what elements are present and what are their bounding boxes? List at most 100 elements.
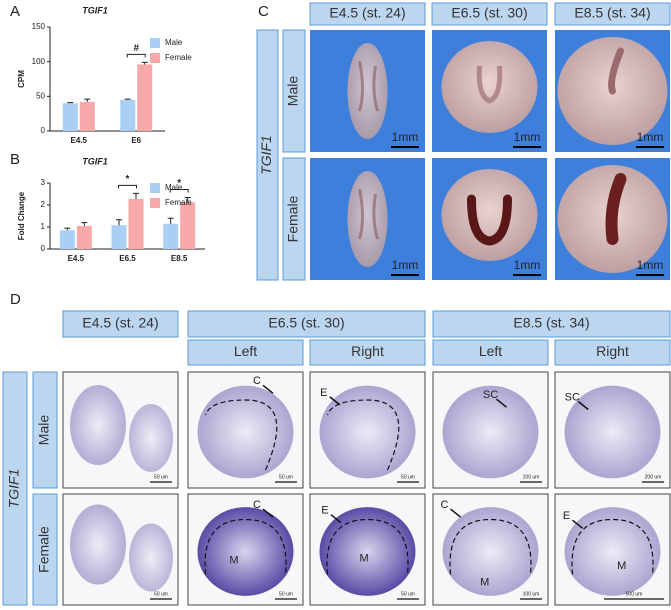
scale-bar-label: 50 um — [401, 591, 415, 597]
x-tick-label: E6.5 — [119, 254, 136, 263]
annotation-label: C — [253, 499, 261, 511]
error-bar — [124, 98, 131, 100]
bar — [59, 230, 75, 249]
annotation-label: M — [229, 555, 238, 567]
side-header: Left — [479, 343, 502, 359]
x-tick-label: E4.5 — [68, 254, 85, 263]
x-tick-label: E6 — [131, 136, 141, 145]
y-tick-label: 0 — [41, 244, 46, 253]
legend-label: Female — [165, 53, 192, 62]
row-header-box — [282, 157, 306, 281]
section-tissue — [564, 507, 661, 596]
significance-bracket — [118, 184, 137, 189]
y-tick-label: 0 — [41, 126, 46, 135]
scale-bar-label: 50 um — [401, 474, 415, 480]
row-header: Female — [285, 195, 301, 242]
panel-letter: C — [258, 3, 269, 20]
y-tick-label: 3 — [41, 178, 46, 187]
bar — [62, 103, 78, 131]
x-tick-label: E4.5 — [71, 136, 88, 145]
annotation-label: E — [563, 510, 570, 522]
annotation-arrow — [572, 519, 583, 529]
stage-header: E4.5 (st. 24) — [82, 315, 158, 331]
row-header: Male — [285, 76, 301, 107]
side-header: Right — [596, 343, 629, 359]
column-header: E6.5 (st. 30) — [451, 5, 527, 21]
panel-letter: A — [10, 3, 20, 20]
y-axis-label: Fold Change — [17, 191, 26, 240]
scale-bar-label: 200 um — [645, 474, 662, 480]
x-tick-label: E8.5 — [171, 254, 188, 263]
side-header: Left — [234, 343, 257, 359]
scale-bar-label: 1mm — [392, 258, 419, 272]
legend-label: Female — [165, 198, 192, 207]
annotation-arrow — [329, 396, 341, 406]
column-header-box — [309, 2, 426, 26]
section-tissue — [129, 404, 173, 472]
tissue — [441, 41, 538, 133]
scale-bar-label: 1mm — [514, 130, 541, 144]
significance-bracket — [169, 189, 189, 193]
tissue-detail — [608, 47, 624, 95]
scale-bar-label: 1mm — [637, 258, 664, 272]
annotation-label: C — [253, 375, 261, 387]
stage-header: E6.5 (st. 30) — [268, 315, 344, 331]
annotation-label: M — [480, 577, 489, 589]
scale-bar-label: 50 um — [279, 474, 293, 480]
boundary — [326, 399, 400, 471]
annotation-label: SC — [483, 389, 498, 401]
row-header-box — [32, 493, 58, 606]
legend-swatch — [150, 183, 160, 193]
side-header-box — [554, 339, 671, 366]
chart-title: TGIF1 — [82, 156, 108, 166]
stage-header-box — [432, 310, 671, 338]
y-tick-label: 2 — [41, 200, 46, 209]
error-bar — [167, 217, 174, 224]
section-tissue — [442, 507, 539, 596]
panel-letter: D — [10, 291, 21, 308]
error-bar — [116, 219, 122, 226]
stage-header: E8.5 (st. 34) — [513, 315, 589, 331]
stage-header-box — [187, 310, 426, 338]
side-header-box — [187, 339, 304, 366]
column-header-box — [554, 2, 671, 26]
tissue-detail — [476, 65, 503, 104]
y-tick-label: 150 — [32, 22, 46, 31]
side-header-box — [432, 339, 549, 366]
scale-bar-label: 50 um — [154, 474, 168, 480]
bar — [163, 223, 179, 249]
scale-bar-label: 100 um — [523, 591, 540, 597]
boundary — [571, 518, 654, 575]
annotation-label: E — [321, 505, 328, 517]
legend-swatch — [150, 53, 160, 63]
column-header: E4.5 (st. 24) — [329, 5, 405, 21]
boundary — [326, 518, 409, 575]
tissue — [347, 43, 388, 139]
gene-label: TGIF1 — [258, 135, 274, 175]
tissue-detail — [467, 194, 512, 246]
scale-bar-label: 50 um — [279, 591, 293, 597]
row-header-box — [282, 29, 306, 153]
y-tick-label: 100 — [32, 57, 46, 66]
significance-bracket — [126, 53, 146, 58]
bar — [137, 64, 153, 131]
stage-header-box — [62, 310, 179, 338]
bar — [111, 225, 127, 249]
scale-bar-label: 1mm — [392, 130, 419, 144]
boundary — [449, 518, 532, 575]
y-axis-label: CPM — [17, 70, 26, 88]
tissue-detail — [605, 173, 627, 245]
bar — [120, 99, 136, 131]
error-bar — [133, 192, 139, 199]
section-tissue — [442, 385, 539, 479]
chart-title: TGIF1 — [82, 5, 108, 15]
annotation-arrow — [262, 384, 274, 394]
y-tick-label: 50 — [36, 91, 45, 100]
legend-swatch — [150, 198, 160, 208]
scale-bar-label: 100 um — [523, 474, 540, 480]
legend-swatch — [150, 38, 160, 48]
scale-bar-label: 50 um — [154, 591, 168, 597]
column-header-box — [431, 2, 548, 26]
annotation-arrow — [330, 514, 342, 524]
